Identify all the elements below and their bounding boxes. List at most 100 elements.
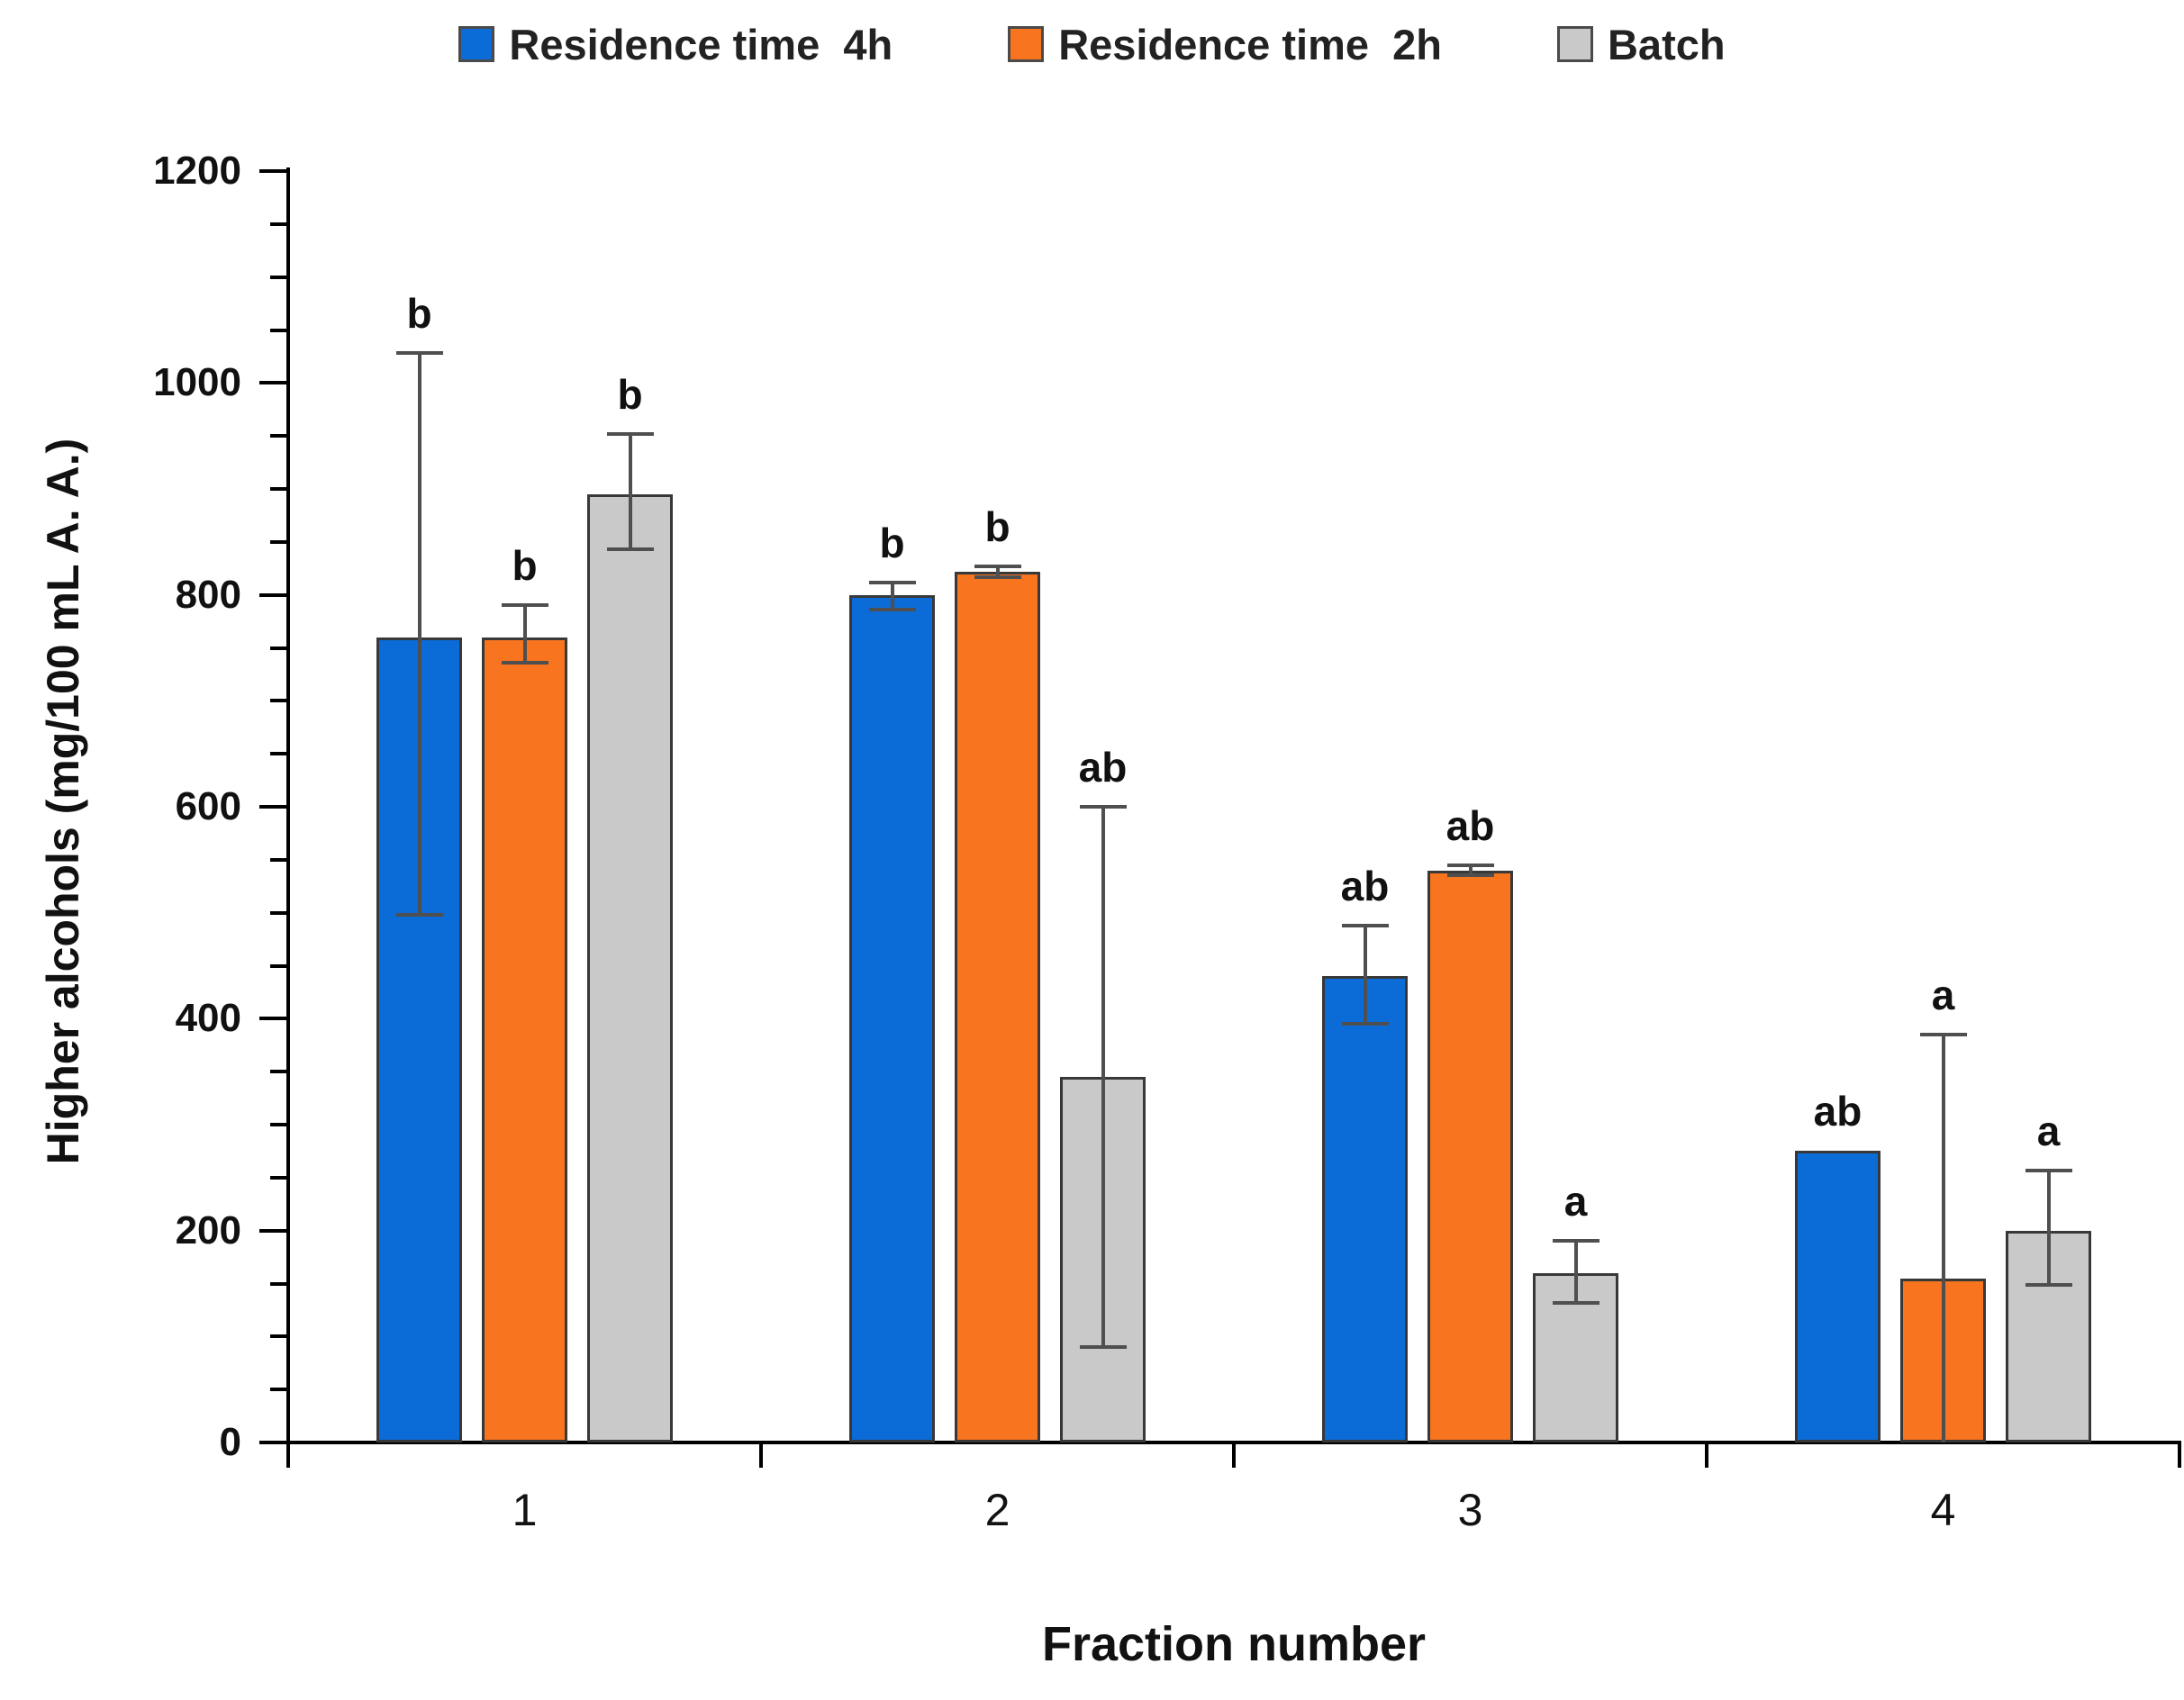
bar-residence-time-4h-cat3 bbox=[1322, 976, 1408, 1442]
x-category-label: 1 bbox=[512, 1485, 538, 1535]
legend-label-residence-time-2h: Residence time 2h bbox=[1058, 20, 1442, 68]
y-axis-tick-label: 0 bbox=[219, 1420, 241, 1464]
y-axis-tick bbox=[270, 222, 286, 226]
y-axis-tick bbox=[270, 487, 286, 491]
error-bar-top-cap bbox=[974, 564, 1021, 568]
error-bar-top-cap bbox=[1552, 1239, 1599, 1243]
significance-label-residence-time-2h-cat2: b bbox=[984, 502, 1010, 550]
significance-label-residence-time-4h-cat4: ab bbox=[1813, 1088, 1862, 1135]
error-bar-bottom-cap bbox=[1552, 1300, 1599, 1305]
error-bar-bottom-cap bbox=[868, 608, 916, 612]
y-axis-tick bbox=[270, 910, 286, 915]
y-axis-tick bbox=[259, 1441, 286, 1444]
error-bar-top-cap bbox=[868, 580, 916, 584]
legend-item-residence-time-4h: Residence time 4h bbox=[458, 20, 893, 69]
error-bar-batch-cat2 bbox=[1101, 807, 1105, 1348]
error-bar-bottom-cap bbox=[1079, 1345, 1127, 1350]
bar-batch-cat4 bbox=[2006, 1230, 2091, 1442]
y-axis-tick bbox=[270, 857, 286, 862]
error-bar-top-cap bbox=[1079, 805, 1127, 809]
y-axis-tick bbox=[270, 699, 286, 703]
legend-label-batch: Batch bbox=[1607, 20, 1726, 68]
error-bar-top-cap bbox=[2025, 1168, 2072, 1172]
error-bar-residence-time-2h-cat1 bbox=[522, 605, 527, 663]
error-bar-top-cap bbox=[1341, 923, 1389, 927]
error-bar-bottom-cap bbox=[2025, 1282, 2072, 1287]
y-axis-tick-label: 1200 bbox=[153, 149, 241, 193]
y-axis-tick bbox=[270, 963, 286, 968]
bar-residence-time-2h-cat2 bbox=[955, 571, 1040, 1442]
y-axis-tick bbox=[259, 1228, 286, 1233]
y-axis-tick-label: 800 bbox=[175, 572, 241, 617]
x-axis-tick bbox=[1232, 1442, 1236, 1468]
significance-label-batch-cat1: b bbox=[617, 370, 643, 418]
y-axis-tick bbox=[259, 381, 286, 385]
error-bar-residence-time-2h-cat4 bbox=[1941, 1034, 1945, 1442]
y-axis-tick bbox=[270, 752, 286, 756]
error-bar-bottom-cap bbox=[1341, 1022, 1389, 1026]
error-bar-top-cap bbox=[606, 431, 654, 436]
legend-item-residence-time-2h: Residence time 2h bbox=[1008, 20, 1442, 69]
significance-label-residence-time-2h-cat3: ab bbox=[1445, 801, 1495, 849]
y-axis-tick bbox=[270, 539, 286, 544]
error-bar-residence-time-4h-cat3 bbox=[1363, 925, 1367, 1025]
x-category-label: 3 bbox=[1457, 1485, 1483, 1535]
y-axis-tick-label: 600 bbox=[175, 784, 241, 828]
x-axis-tick bbox=[759, 1442, 763, 1468]
error-bar-batch-cat3 bbox=[1573, 1241, 1578, 1303]
significance-label-residence-time-2h-cat4: a bbox=[1931, 971, 1955, 1018]
significance-label-batch-cat4: a bbox=[2036, 1107, 2061, 1154]
bar-residence-time-2h-cat3 bbox=[1427, 870, 1513, 1442]
error-bar-bottom-cap bbox=[974, 574, 1021, 579]
significance-label-residence-time-2h-cat1: b bbox=[512, 542, 538, 590]
bar-residence-time-4h-cat4 bbox=[1795, 1151, 1880, 1442]
y-axis-tick bbox=[259, 592, 286, 597]
legend-label-residence-time-4h: Residence time 4h bbox=[509, 20, 893, 68]
significance-label-residence-time-4h-cat3: ab bbox=[1340, 862, 1390, 909]
y-axis-tick bbox=[270, 1123, 286, 1126]
error-bar-bottom-cap bbox=[606, 547, 654, 552]
y-axis-tick bbox=[270, 328, 286, 332]
y-axis-tick bbox=[270, 434, 286, 439]
x-axis-tick bbox=[286, 1442, 290, 1468]
error-bar-bottom-cap bbox=[501, 660, 548, 665]
legend-swatch-batch bbox=[1556, 26, 1593, 62]
y-axis-tick bbox=[270, 1175, 286, 1180]
significance-label-residence-time-4h-cat1: b bbox=[406, 290, 432, 338]
y-axis-title: Higher alcohols (mg/100 mL A. A.) bbox=[38, 438, 88, 1165]
x-axis-title: Fraction number bbox=[1041, 1617, 1427, 1671]
error-bar-batch-cat4 bbox=[2046, 1170, 2051, 1285]
bar-residence-time-2h-cat1 bbox=[482, 637, 567, 1442]
legend-swatch-residence-time-2h bbox=[1008, 26, 1045, 62]
significance-label-batch-cat2: ab bbox=[1078, 744, 1128, 791]
y-axis-line bbox=[286, 167, 290, 1457]
y-axis-tick-label: 400 bbox=[175, 996, 241, 1041]
x-category-label: 4 bbox=[1930, 1485, 1956, 1535]
error-bar-residence-time-2h-cat3 bbox=[1468, 864, 1473, 876]
x-axis-tick bbox=[1705, 1442, 1708, 1468]
y-axis-tick bbox=[270, 1334, 286, 1339]
y-axis-tick bbox=[270, 275, 286, 279]
significance-label-residence-time-4h-cat2: b bbox=[879, 519, 905, 566]
y-axis-tick bbox=[259, 1017, 286, 1021]
bar-batch-cat1 bbox=[587, 493, 673, 1442]
y-axis-tick bbox=[259, 805, 286, 809]
error-bar-residence-time-2h-cat2 bbox=[995, 565, 1000, 577]
y-axis-tick-label: 200 bbox=[175, 1207, 241, 1252]
x-axis-tick bbox=[2178, 1442, 2181, 1468]
error-bar-batch-cat1 bbox=[628, 433, 632, 550]
legend-item-batch: Batch bbox=[1556, 20, 1726, 69]
error-bar-top-cap bbox=[1919, 1032, 1967, 1036]
error-bar-top-cap bbox=[395, 351, 443, 356]
legend: Residence time 4h Residence time 2h Batch bbox=[0, 9, 2184, 79]
error-bar-top-cap bbox=[501, 603, 548, 608]
error-bar-top-cap bbox=[1446, 863, 1494, 867]
x-category-label: 2 bbox=[984, 1485, 1010, 1535]
y-axis-tick-label: 1000 bbox=[153, 360, 241, 405]
bar-residence-time-4h-cat2 bbox=[849, 594, 935, 1442]
y-axis-tick bbox=[270, 1388, 286, 1392]
legend-swatch-residence-time-4h bbox=[458, 26, 495, 62]
error-bar-bottom-cap bbox=[1446, 873, 1494, 878]
y-axis-tick bbox=[270, 1281, 286, 1286]
